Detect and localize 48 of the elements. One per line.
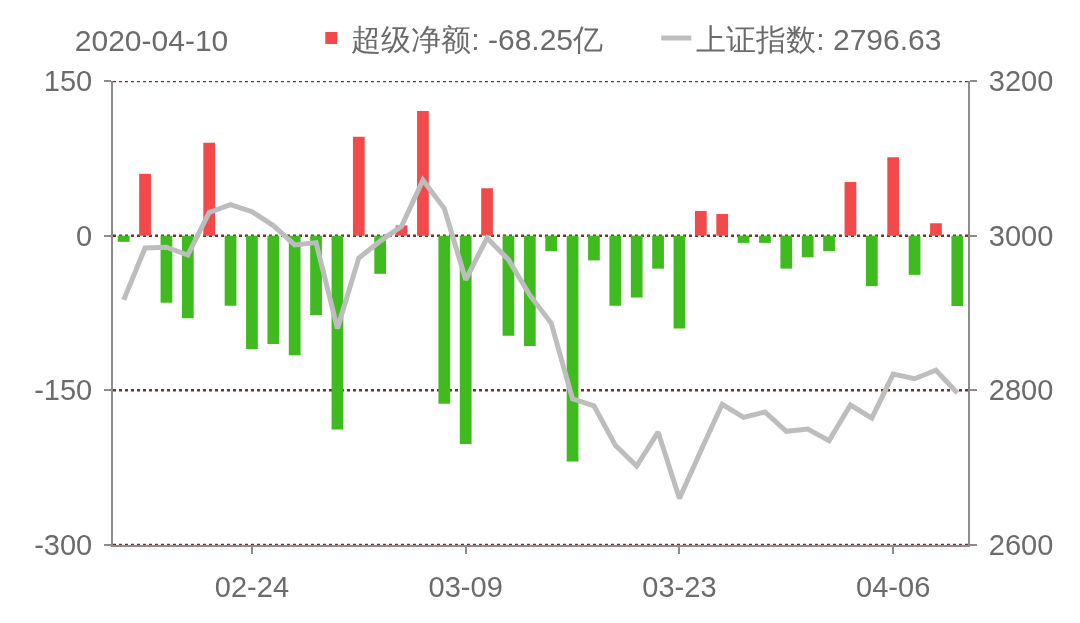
bar <box>224 235 237 306</box>
bar <box>759 235 771 243</box>
y2-tick-label: 2800 <box>988 374 1054 407</box>
bar <box>267 235 280 344</box>
y-tick-label: 0 <box>76 219 93 252</box>
y-tick-label: -300 <box>34 529 93 562</box>
bar <box>181 235 194 319</box>
bar <box>780 235 793 269</box>
legend-label: 超级净额: -68.25亿 <box>351 22 604 56</box>
bar <box>694 210 707 236</box>
bar <box>865 235 878 287</box>
x-tick-label: 03-23 <box>642 570 717 603</box>
bar <box>417 110 429 236</box>
bar <box>930 223 942 236</box>
bar <box>288 235 301 356</box>
bar <box>609 235 622 306</box>
x-tick-label: 04-06 <box>856 570 931 603</box>
y-tick-label: -150 <box>34 374 93 407</box>
bar <box>716 214 729 236</box>
bar <box>801 235 814 258</box>
x-tick-label: 02-24 <box>214 570 290 603</box>
bar <box>203 142 216 236</box>
legend-label: 上证指数: 2796.63 <box>696 22 942 56</box>
bar <box>246 235 258 350</box>
x-tick-label: 03-09 <box>428 570 503 603</box>
bar <box>673 235 686 329</box>
y-tick-label: 150 <box>43 65 93 98</box>
legend-title: 2020-04-10 <box>74 24 304 57</box>
bar <box>908 235 921 275</box>
y2-tick-label: 3000 <box>988 219 1054 252</box>
bar <box>352 136 365 236</box>
bar <box>523 235 536 346</box>
bar <box>459 235 472 444</box>
y2-tick-label: 3200 <box>988 65 1054 98</box>
bar <box>823 235 835 252</box>
bar <box>630 235 643 298</box>
bar <box>117 235 130 242</box>
bar <box>951 235 964 307</box>
bar <box>481 188 493 236</box>
y2-tick-label: 2600 <box>988 529 1054 562</box>
bar <box>588 235 600 261</box>
bar <box>887 157 900 236</box>
bar <box>545 235 558 252</box>
bar <box>844 182 857 236</box>
bar <box>652 235 664 269</box>
bar <box>139 173 151 236</box>
bar <box>438 235 451 404</box>
bar <box>737 235 750 243</box>
